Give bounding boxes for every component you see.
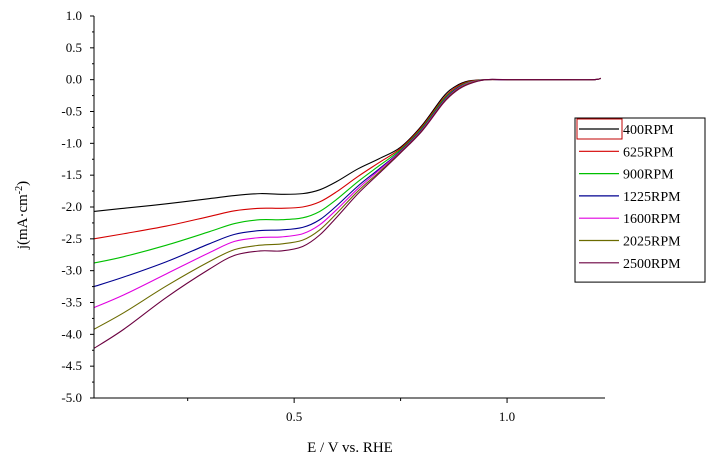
axes-layer: 1.0 0.5 0.0 -0.5 -1.0 -1.5 -2.0 -2.5 -3.0 -3.5 -4.… — [61, 8, 605, 424]
series-line-400rpm — [93, 77, 601, 213]
y-tick-label: -2.5 — [61, 231, 82, 246]
y-tick-label: -3.5 — [61, 295, 82, 310]
legend-label: 400RPM — [623, 123, 674, 138]
series-line-900rpm — [93, 77, 601, 264]
series-line-1225rpm — [93, 77, 601, 288]
y-tick-label: -5.0 — [61, 390, 82, 405]
y-axis-label: j(mA·cm-2) — [14, 181, 32, 250]
legend-label: 2500RPM — [623, 257, 681, 272]
y-axis-label-main: j(mA·cm — [15, 194, 31, 250]
y-tick-label: -4.0 — [61, 326, 82, 341]
y-tick-label: -2.0 — [61, 199, 82, 214]
y-tick-label: 0.0 — [66, 72, 82, 87]
y-tick-label: 1.0 — [66, 8, 82, 23]
legend-label: 2025RPM — [623, 235, 681, 250]
legend-label: 1600RPM — [623, 212, 681, 227]
legend-label: 900RPM — [623, 168, 674, 183]
series-line-2500rpm — [93, 77, 601, 349]
legend-selection-box — [576, 118, 623, 140]
series-layer — [93, 77, 601, 349]
y-tick-label: -1.0 — [61, 135, 82, 150]
y-tick-label: 0.5 — [66, 40, 82, 55]
y-tick-label: -1.5 — [61, 167, 82, 182]
y-tick-label: -4.5 — [61, 358, 82, 373]
x-tick-label: 1.0 — [499, 409, 515, 424]
y-axis-label-sup: -2 — [14, 186, 25, 194]
y-axis-label-close: ) — [15, 181, 31, 186]
legend-box — [574, 117, 706, 283]
legend-label: 625RPM — [623, 145, 674, 160]
series-line-625rpm — [93, 77, 601, 240]
legend: 400RPM 625RPM 900RPM 1225RPM 1600RPM 2025RPM 2… — [574, 117, 706, 283]
x-tick-label: 0.5 — [286, 409, 302, 424]
y-tick-label: -3.0 — [61, 263, 82, 278]
y-tick-label: -0.5 — [61, 104, 82, 119]
series-line-1600rpm — [93, 77, 601, 309]
legend-label: 1225RPM — [623, 190, 681, 205]
x-axis-label: E / V vs. RHE — [307, 440, 393, 456]
